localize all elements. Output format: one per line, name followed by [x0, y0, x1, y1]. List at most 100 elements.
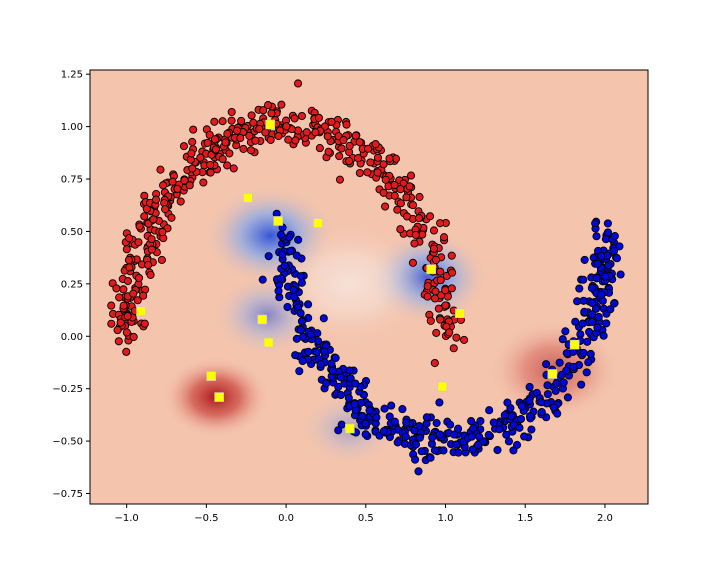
data-point — [206, 160, 215, 169]
data-point — [577, 380, 586, 389]
data-point — [473, 440, 482, 450]
data-point — [555, 358, 564, 367]
data-point — [261, 128, 270, 137]
data-point — [436, 315, 445, 324]
data-point — [283, 302, 292, 312]
data-point — [116, 318, 125, 327]
data-point — [588, 317, 597, 327]
data-point — [489, 418, 498, 427]
data-point — [365, 406, 374, 415]
data-point — [434, 304, 443, 313]
data-point — [549, 403, 558, 412]
data-point — [361, 419, 370, 428]
data-point — [122, 347, 131, 356]
data-point — [435, 398, 444, 407]
data-point — [123, 277, 132, 286]
data-point — [423, 282, 432, 291]
y-tick-label: 0.75 — [61, 175, 83, 186]
data-point — [429, 244, 439, 253]
data-point — [249, 118, 258, 127]
data-point — [125, 234, 134, 243]
data-point — [411, 440, 421, 449]
data-point — [345, 366, 354, 375]
data-point — [552, 379, 561, 388]
data-point — [297, 278, 306, 287]
data-point — [525, 412, 535, 421]
data-point — [285, 233, 294, 242]
data-point — [601, 272, 610, 281]
data-point — [140, 319, 149, 328]
decision-surface-blobs — [162, 185, 621, 467]
y-tick-label: −0.25 — [52, 384, 83, 395]
data-point — [379, 427, 388, 436]
data-point — [293, 79, 303, 88]
data-point — [286, 246, 295, 256]
data-point — [277, 274, 286, 283]
data-point — [445, 328, 454, 337]
data-point — [436, 267, 445, 276]
data-point — [336, 373, 345, 382]
data-point — [500, 411, 509, 420]
data-point — [264, 101, 273, 110]
data-point — [571, 317, 580, 326]
data-point — [431, 255, 441, 264]
x-axis: −1.0 −0.5 0.0 0.5 1.0 1.5 2.0 — [115, 504, 613, 524]
data-point — [373, 168, 382, 177]
data-point — [168, 177, 177, 186]
data-point — [267, 109, 276, 118]
data-point — [387, 401, 396, 410]
data-point — [390, 180, 399, 190]
data-point — [331, 353, 340, 363]
data-point — [278, 250, 287, 259]
data-point — [606, 305, 615, 314]
data-point — [431, 287, 440, 296]
data-point — [558, 335, 567, 344]
data-point — [335, 152, 344, 161]
data-point — [346, 374, 355, 383]
data-point — [316, 360, 325, 369]
data-point — [588, 298, 597, 308]
data-point — [610, 232, 619, 241]
data-point — [366, 158, 375, 167]
y-axis: −0.75 −0.50 −0.25 0.00 0.25 0.50 0.75 1.00 1.25 — [52, 70, 90, 500]
x-tick-label: −1.0 — [115, 513, 139, 524]
data-point — [587, 284, 596, 293]
data-point — [468, 445, 477, 454]
data-point — [124, 256, 133, 265]
data-point — [134, 238, 143, 247]
data-point — [251, 136, 260, 145]
data-point — [123, 312, 132, 321]
data-point — [218, 117, 227, 126]
data-point — [415, 192, 424, 202]
data-point — [156, 165, 165, 174]
support-vector-marker — [426, 264, 436, 274]
y-tick-label: −0.50 — [52, 437, 83, 448]
data-point — [610, 246, 619, 255]
data-point — [569, 362, 578, 371]
data-point — [476, 416, 485, 426]
data-point — [493, 445, 502, 455]
data-point — [296, 272, 305, 281]
data-point — [401, 432, 410, 441]
data-point — [591, 219, 600, 228]
data-point — [327, 117, 336, 126]
class-0-points — [107, 79, 469, 368]
data-point — [396, 185, 405, 194]
data-point — [373, 153, 382, 162]
data-point — [232, 126, 242, 135]
data-point — [411, 455, 420, 464]
data-point — [291, 351, 300, 360]
axes-frame — [89, 69, 649, 505]
data-point — [107, 319, 116, 328]
data-point — [452, 440, 461, 449]
data-point — [292, 251, 301, 260]
data-point — [402, 418, 411, 427]
data-point — [417, 447, 426, 456]
data-point — [517, 414, 526, 424]
data-point — [344, 393, 353, 403]
data-point — [504, 437, 513, 446]
data-point — [342, 120, 351, 129]
data-point — [446, 420, 455, 429]
data-point — [580, 307, 589, 316]
data-point — [469, 424, 478, 433]
